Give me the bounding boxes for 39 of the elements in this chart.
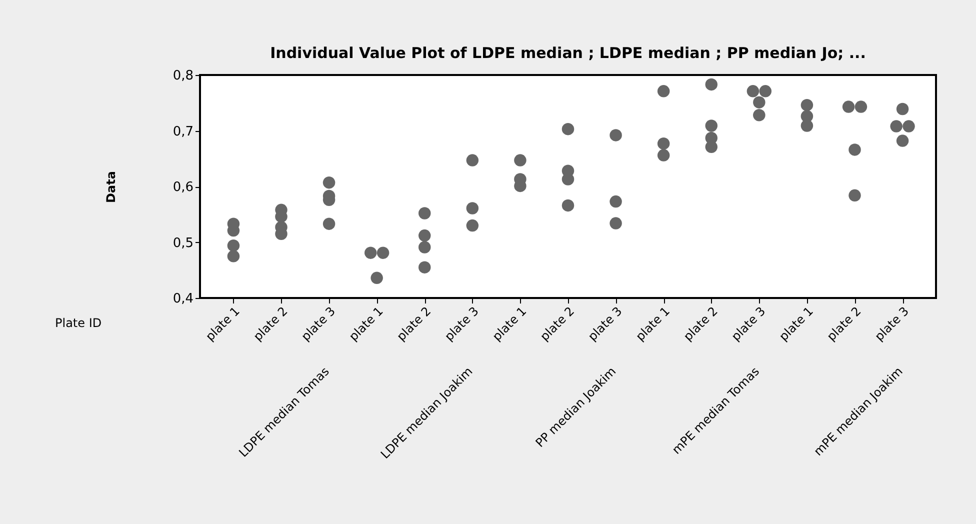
point (705, 120, 718, 132)
y-tick-label: 0,8 (172, 68, 194, 84)
point (562, 199, 574, 212)
point (322, 176, 336, 189)
point (848, 189, 861, 202)
y-axis-title: Data (104, 171, 118, 203)
point (227, 239, 240, 252)
point (466, 219, 479, 232)
chart-title: Individual Value Plot of LDPE median ; LDPE median ; PP median Jo; ... (270, 44, 866, 62)
text: Plate ID (55, 316, 102, 330)
point (562, 122, 574, 136)
point (753, 96, 766, 108)
point (418, 261, 431, 274)
point (610, 217, 622, 230)
point (657, 137, 670, 150)
point (418, 207, 431, 220)
point (896, 102, 909, 116)
point (657, 85, 670, 98)
point (657, 149, 670, 162)
point (466, 154, 479, 166)
point (466, 202, 479, 214)
y-tick-label: 0,5 (172, 236, 194, 251)
point (227, 250, 240, 262)
y-tick-label: 0,4 (172, 292, 194, 306)
y-tick-label: 0,6 (172, 180, 194, 195)
point (610, 129, 622, 142)
point (610, 195, 622, 208)
point (896, 134, 909, 147)
point (705, 78, 718, 91)
point (514, 154, 526, 166)
point (848, 144, 861, 156)
point (418, 229, 431, 242)
point (322, 218, 336, 230)
point (800, 120, 814, 132)
point (753, 109, 766, 122)
y-tick-label: 0,7 (172, 124, 194, 140)
point (418, 241, 431, 254)
point (800, 98, 814, 112)
point (370, 272, 383, 284)
